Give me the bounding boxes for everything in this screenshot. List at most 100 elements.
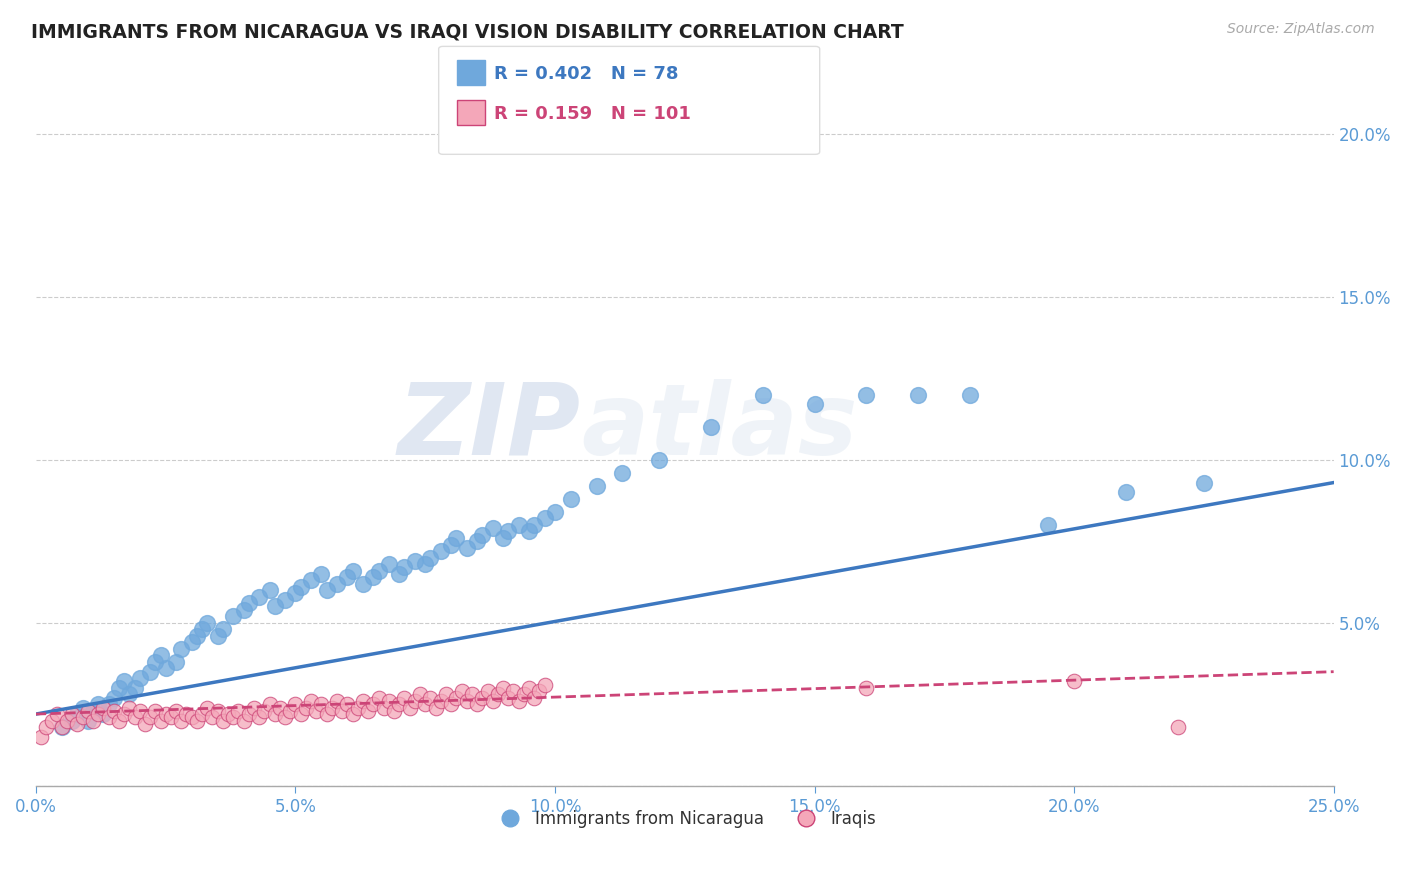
Point bbox=[118, 700, 141, 714]
Point bbox=[481, 694, 503, 708]
Point bbox=[517, 524, 540, 539]
Point bbox=[419, 550, 441, 565]
Point bbox=[456, 694, 478, 708]
Point bbox=[87, 707, 110, 722]
Point bbox=[486, 688, 509, 702]
Point bbox=[471, 690, 494, 705]
Point bbox=[238, 707, 260, 722]
Point bbox=[434, 688, 457, 702]
Point bbox=[76, 714, 98, 728]
Point bbox=[191, 707, 214, 722]
Point bbox=[232, 714, 254, 728]
Point bbox=[1192, 475, 1215, 490]
Point bbox=[342, 707, 364, 722]
Text: atlas: atlas bbox=[581, 378, 858, 475]
Point bbox=[186, 629, 208, 643]
Point bbox=[321, 700, 343, 714]
Point bbox=[41, 714, 63, 728]
Point bbox=[143, 704, 166, 718]
Text: R = 0.402   N = 78: R = 0.402 N = 78 bbox=[494, 65, 678, 83]
Point bbox=[450, 684, 472, 698]
Point bbox=[238, 596, 260, 610]
Point bbox=[336, 570, 359, 584]
Point bbox=[93, 707, 115, 722]
Point bbox=[217, 707, 239, 722]
Point bbox=[180, 710, 202, 724]
Point bbox=[103, 690, 125, 705]
Point bbox=[243, 700, 266, 714]
Point bbox=[124, 681, 146, 695]
Point bbox=[529, 684, 551, 698]
Point bbox=[1115, 485, 1137, 500]
Point bbox=[544, 505, 567, 519]
Point bbox=[404, 554, 426, 568]
Point bbox=[315, 583, 337, 598]
Point bbox=[508, 694, 530, 708]
Point bbox=[155, 661, 177, 675]
Point bbox=[295, 700, 318, 714]
Point bbox=[523, 690, 546, 705]
Point bbox=[465, 698, 488, 712]
Point bbox=[456, 541, 478, 555]
Point bbox=[222, 710, 245, 724]
Point bbox=[533, 678, 555, 692]
Point bbox=[477, 684, 499, 698]
Point bbox=[128, 671, 150, 685]
Point bbox=[35, 720, 58, 734]
Point bbox=[30, 730, 52, 744]
Point bbox=[263, 707, 285, 722]
Point bbox=[394, 560, 416, 574]
Point bbox=[259, 583, 281, 598]
Point bbox=[228, 704, 250, 718]
Point bbox=[492, 681, 515, 695]
Point bbox=[373, 700, 395, 714]
Point bbox=[751, 387, 773, 401]
Point bbox=[446, 690, 468, 705]
Point bbox=[284, 698, 307, 712]
Point bbox=[305, 704, 328, 718]
Point bbox=[346, 700, 368, 714]
Point bbox=[398, 700, 420, 714]
Point bbox=[481, 521, 503, 535]
Point bbox=[186, 714, 208, 728]
Point bbox=[367, 564, 389, 578]
Point bbox=[112, 674, 135, 689]
Point bbox=[419, 690, 441, 705]
Text: Source: ZipAtlas.com: Source: ZipAtlas.com bbox=[1227, 22, 1375, 37]
Point bbox=[247, 590, 270, 604]
Point bbox=[87, 698, 110, 712]
Point bbox=[207, 629, 229, 643]
Point bbox=[274, 593, 297, 607]
Point bbox=[326, 576, 349, 591]
Point bbox=[134, 716, 156, 731]
Point bbox=[517, 681, 540, 695]
Point bbox=[284, 586, 307, 600]
Point bbox=[425, 700, 447, 714]
Point bbox=[367, 690, 389, 705]
Point bbox=[195, 615, 218, 630]
Point bbox=[352, 694, 374, 708]
Point bbox=[60, 707, 83, 722]
Point bbox=[112, 707, 135, 722]
Point bbox=[165, 655, 187, 669]
Point bbox=[299, 694, 322, 708]
Point bbox=[222, 609, 245, 624]
Point bbox=[170, 714, 193, 728]
Point bbox=[108, 681, 131, 695]
Point bbox=[124, 710, 146, 724]
Point bbox=[60, 714, 83, 728]
Point bbox=[311, 566, 333, 581]
Point bbox=[56, 714, 79, 728]
Point bbox=[51, 720, 73, 734]
Text: R = 0.159   N = 101: R = 0.159 N = 101 bbox=[494, 105, 690, 123]
Point bbox=[378, 694, 401, 708]
Point bbox=[176, 707, 198, 722]
Point bbox=[700, 420, 723, 434]
Point bbox=[274, 710, 297, 724]
Point bbox=[232, 603, 254, 617]
Point bbox=[446, 531, 468, 545]
Legend: Immigrants from Nicaragua, Iraqis: Immigrants from Nicaragua, Iraqis bbox=[486, 804, 883, 835]
Point bbox=[533, 511, 555, 525]
Point bbox=[471, 527, 494, 541]
Point bbox=[76, 704, 98, 718]
